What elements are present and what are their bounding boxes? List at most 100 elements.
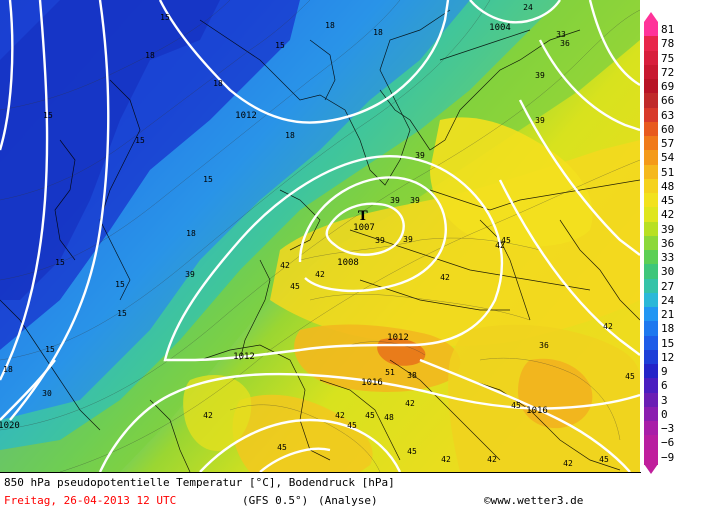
isobar-label: 1012 (235, 111, 257, 121)
legend-color-band (644, 392, 658, 408)
temperature-label: 42 (441, 455, 451, 464)
legend-tick-label: 24 (661, 293, 675, 307)
temperature-label: 39 (375, 236, 385, 245)
color-legend: 81 78 75 72 69 66 63 60 57 54 51 48 45 42 39 36 33 30 27 24… (640, 0, 704, 474)
warm-zone-east (430, 117, 593, 247)
temperature-label: 36 (560, 39, 570, 48)
map-footer: 850 hPa pseudopotentielle Temperatur [°C… (0, 473, 640, 513)
isobar-label: 1008 (337, 258, 359, 268)
legend-tick-label: 48 (661, 179, 675, 193)
legend-tick-label: 12 (661, 350, 675, 364)
legend-tick-label: 42 (661, 208, 675, 222)
temperature-label: 45 (625, 372, 635, 381)
temperature-label: 39 (410, 196, 420, 205)
temperature-label: 36 (539, 341, 549, 350)
legend-color-band (644, 421, 658, 436)
legend-tick-label: 45 (661, 194, 675, 207)
legend-tick-label: 0 (661, 407, 668, 421)
temperature-label: 45 (511, 401, 521, 410)
map-canvas: T 1004 1007 1008 1012 1012 1012 1016 1016 1020 1… (0, 0, 640, 472)
legend-tick-label: 69 (661, 80, 675, 93)
legend-color-band (644, 335, 658, 351)
legend-color-band (644, 235, 658, 251)
temperature-label: 30 (42, 389, 52, 398)
legend-tick-label: 3 (661, 393, 668, 407)
isobar-south-2 (259, 447, 331, 472)
temperature-label: 39 (403, 235, 413, 244)
isobar-label: 1020 (0, 421, 20, 431)
temperature-label: 45 (277, 443, 287, 452)
legend-color-band (644, 107, 658, 123)
isobar-label: 1007 (353, 223, 375, 233)
legend-tick-label: 72 (661, 65, 675, 79)
temperature-label: 15 (43, 111, 53, 120)
temperature-label: 15 (45, 345, 55, 354)
warm-spot-balkan (518, 358, 593, 429)
copyright-link[interactable]: ©www.wetter3.de (484, 494, 584, 507)
legend-tick-label: 78 (661, 37, 675, 51)
legend-color-band (644, 36, 658, 52)
temperature-label: 45 (501, 236, 511, 245)
legend-tick-label: 60 (661, 122, 675, 136)
legend-color-band (644, 207, 658, 223)
temperature-label: 48 (384, 413, 394, 422)
legend-color-band (644, 150, 658, 166)
temperature-label: 18 (145, 51, 155, 60)
legend-color-band (644, 50, 658, 66)
isobar-1008 (298, 176, 447, 293)
isobar-east-5 (419, 358, 631, 472)
legend-color-band (644, 292, 658, 308)
temperature-label: 42 (487, 455, 497, 464)
warm-zone-iberia (183, 375, 252, 451)
legend-tick-label: 39 (661, 222, 675, 236)
temperature-label: 18 (3, 365, 13, 374)
isobar-south-1 (199, 418, 402, 472)
legend-color-band (644, 22, 658, 37)
legend-color-band (644, 307, 658, 322)
isobar-1012-north (158, 0, 450, 124)
isobar-east-4 (498, 179, 640, 356)
map-date: Freitag, 26-04-2013 12 UTC (4, 494, 177, 507)
temperature-label: 42 (603, 322, 613, 331)
legend-color-band (644, 193, 658, 208)
warm-zone-south (232, 394, 373, 472)
legend-tick-label: 33 (661, 251, 675, 264)
blue-band (0, 0, 470, 420)
legend-color-band (644, 221, 658, 237)
isobar-label: 1012 (387, 333, 409, 343)
temperature-label: 18 (186, 229, 196, 238)
temperature-label: 15 (160, 13, 170, 22)
temperature-label: 42 (315, 270, 325, 279)
isobar-west-3 (0, 0, 14, 151)
isobar-label-layer: 1004 1007 1008 1012 1012 1012 1016 1016 1020 (0, 23, 548, 431)
temperature-label: 45 (347, 421, 357, 430)
cold-core (0, 0, 220, 300)
legend-color-band (644, 136, 658, 151)
temperature-label: 15 (203, 175, 213, 184)
isobar-1016 (98, 372, 640, 472)
legend-tick-label: 54 (661, 151, 675, 165)
legend-color-band (644, 250, 658, 265)
model-label: (GFS 0.5°) (242, 494, 309, 507)
legend-top-arrow (644, 12, 658, 22)
isobar-label: 1012 (233, 352, 255, 362)
temperature-label: 39 (415, 151, 425, 160)
legend-color-band (644, 364, 658, 379)
legend-color-band (644, 449, 658, 465)
temperature-label: 42 (495, 241, 505, 250)
temperature-label: 15 (55, 258, 65, 267)
legend-color-band (644, 79, 658, 94)
legend-tick-label: 21 (661, 308, 675, 321)
isobar-1012 (163, 155, 504, 362)
isobar-east-2 (588, 0, 640, 87)
legend-tick-label: 51 (661, 165, 675, 179)
temperature-label: 51 (385, 368, 395, 377)
temperature-label: 45 (365, 411, 375, 420)
legend-color-band (644, 93, 658, 109)
isobar-label: 1016 (526, 406, 548, 416)
legend-tick-label: −3 (661, 422, 675, 435)
temperature-label: 15 (115, 280, 125, 289)
temperature-label: 18 (373, 28, 383, 37)
legend-color-band (644, 406, 658, 422)
legend-color-band (644, 121, 658, 137)
